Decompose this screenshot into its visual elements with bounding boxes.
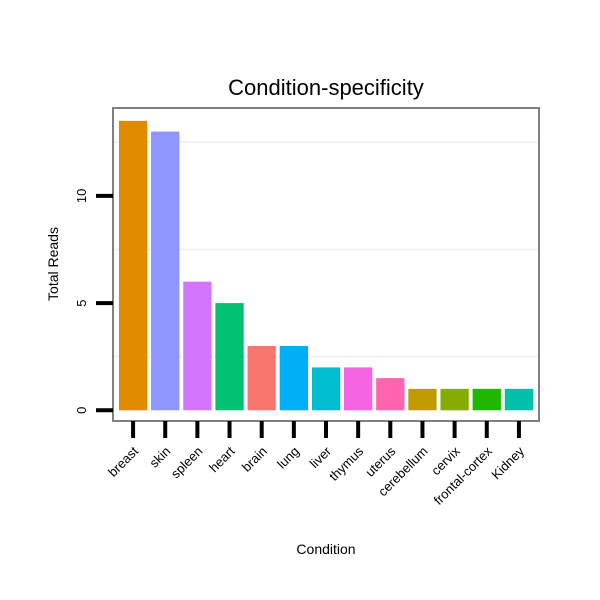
y-tick-label-0: 0: [74, 407, 89, 414]
bar-cerebellum: [408, 388, 437, 411]
bars-group: [118, 120, 534, 411]
bar-thymus: [344, 367, 373, 411]
bar-skin: [151, 131, 180, 411]
bar-lung: [279, 345, 308, 411]
bar-uterus: [376, 378, 405, 411]
bar-spleen: [183, 281, 212, 411]
y-axis: 0 5 10: [74, 189, 113, 414]
chart-title: Condition-specificity: [228, 75, 424, 100]
x-axis-label: Condition: [296, 541, 355, 557]
bar-cervix: [440, 388, 469, 411]
bar-liver: [311, 367, 341, 411]
bar-frontal-cortex: [472, 388, 501, 411]
bar-kidney: [504, 388, 534, 411]
bar-heart: [215, 303, 244, 411]
y-axis-label: Total Reads: [45, 227, 61, 301]
bar-breast: [118, 120, 148, 411]
y-tick-label-10: 10: [74, 189, 89, 203]
bar-brain: [247, 345, 276, 411]
y-tick-label-5: 5: [74, 299, 89, 306]
